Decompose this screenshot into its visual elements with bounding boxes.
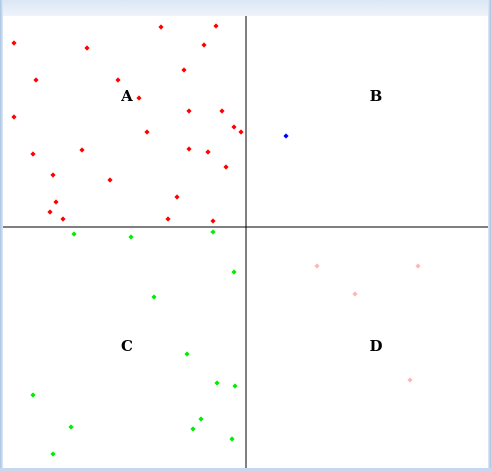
- point-a-7: [115, 77, 121, 83]
- point-c-10: [198, 416, 204, 422]
- quadrant-label-c: C: [121, 337, 133, 355]
- point-a-6: [33, 77, 39, 83]
- point-c-8: [232, 383, 238, 389]
- point-c-1: [71, 231, 77, 237]
- point-a-18: [186, 146, 192, 152]
- window-frame-left: [0, 0, 3, 471]
- point-a-9: [136, 95, 142, 101]
- point-c-4: [231, 269, 237, 275]
- point-d-1: [314, 263, 320, 269]
- point-a-25: [47, 209, 53, 215]
- scatter-plot: A B C D: [3, 16, 488, 468]
- point-c-7: [214, 380, 220, 386]
- point-a-2: [84, 45, 90, 51]
- point-a-15: [144, 129, 150, 135]
- point-a-12: [219, 108, 225, 114]
- data-points-layer: [11, 23, 421, 457]
- point-c-6: [184, 351, 190, 357]
- quadrant-label-b: B: [370, 87, 383, 105]
- title-bar[interactable]: [0, 0, 491, 16]
- point-a-16: [30, 151, 36, 157]
- plot-canvas: A B C D: [3, 16, 488, 468]
- point-a-13: [231, 124, 237, 130]
- point-c-2: [128, 234, 134, 240]
- point-a-23: [174, 194, 180, 200]
- point-b-1: [283, 133, 289, 139]
- point-a-5: [201, 42, 207, 48]
- point-c-12: [190, 426, 196, 432]
- point-a-11: [186, 108, 192, 114]
- point-a-26: [60, 216, 66, 222]
- point-a-24: [53, 199, 59, 205]
- point-a-14: [238, 129, 244, 135]
- point-c-11: [68, 424, 74, 430]
- point-a-17: [79, 147, 85, 153]
- point-a-10: [11, 114, 17, 120]
- quadrant-label-d: D: [369, 337, 382, 355]
- point-c-9: [30, 392, 36, 398]
- point-d-2: [415, 263, 421, 269]
- point-a-1: [11, 40, 17, 46]
- window-frame-bottom: [0, 468, 491, 471]
- point-a-19: [205, 149, 211, 155]
- point-d-4: [407, 377, 413, 383]
- point-a-20: [223, 164, 229, 170]
- point-a-4: [213, 23, 219, 29]
- point-a-22: [107, 177, 113, 183]
- point-c-5: [151, 294, 157, 300]
- point-a-3: [158, 24, 164, 30]
- point-c-13: [229, 436, 235, 442]
- window-frame-right: [488, 0, 491, 471]
- point-a-8: [181, 67, 187, 73]
- point-d-3: [352, 291, 358, 297]
- quadrant-label-a: A: [120, 87, 133, 105]
- point-c-3: [210, 229, 216, 235]
- point-a-28: [210, 218, 216, 224]
- point-a-21: [50, 172, 56, 178]
- point-a-27: [165, 216, 171, 222]
- point-c-14: [50, 451, 56, 457]
